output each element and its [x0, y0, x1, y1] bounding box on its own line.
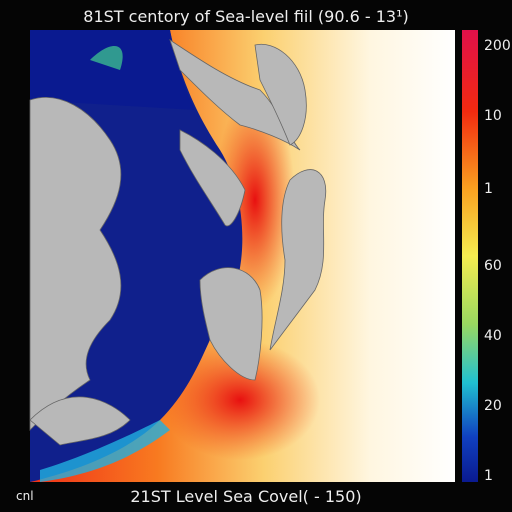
caption: 21ST Level Sea Covel( - 150) — [130, 487, 361, 506]
colorbar-tick-label: 20 — [484, 398, 502, 414]
colorbar — [462, 30, 478, 482]
colorbar-tick-label: 200 — [484, 38, 511, 54]
colorbar-tick-label: 1 — [484, 181, 493, 197]
map — [29, 30, 455, 482]
title: 81ST centory of Sea-level fiil (90.6 - 1… — [83, 7, 408, 26]
colorbar-tick-label: 60 — [484, 258, 502, 274]
colorbar-tick-label: 40 — [484, 328, 502, 344]
corner-label: cnl — [16, 489, 34, 503]
colorbar-ticks: 200 10 1 60 40 20 1 — [484, 38, 511, 484]
colorbar-tick-label: 10 — [484, 108, 502, 124]
colorbar-tick-label: 1 — [484, 468, 493, 484]
landmass — [29, 39, 327, 446]
